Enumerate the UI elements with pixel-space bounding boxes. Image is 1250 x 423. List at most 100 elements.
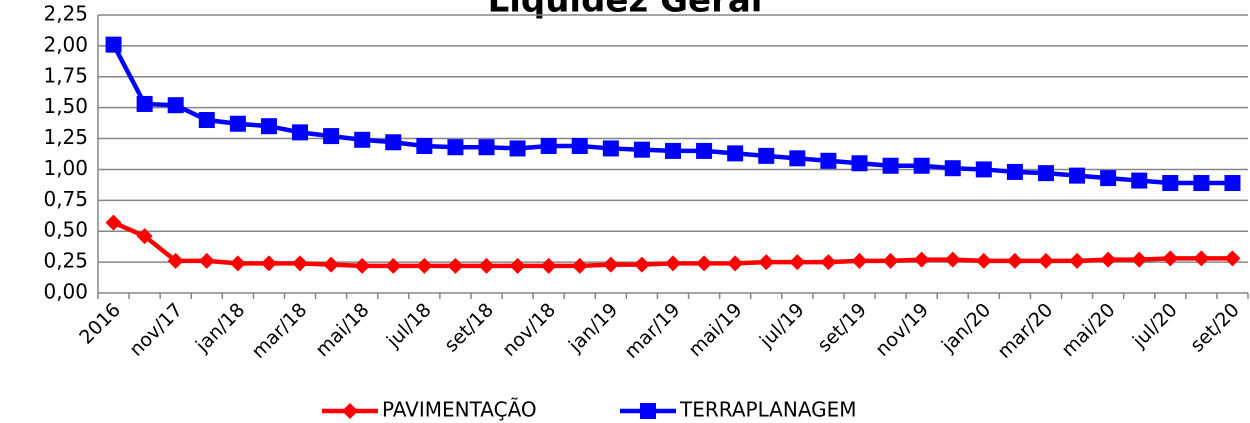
- y-tick-label: 0,50: [43, 218, 88, 242]
- point-marker: [820, 254, 837, 271]
- point-marker: [820, 152, 837, 169]
- point-marker: [882, 252, 899, 269]
- point-marker: [640, 403, 656, 419]
- x-tick-label: jul/20: [1128, 299, 1182, 353]
- x-tick-label: mar/18: [247, 299, 311, 363]
- y-tick-label: 0,75: [43, 187, 88, 211]
- point-marker: [540, 257, 557, 274]
- point-marker: [1069, 167, 1086, 184]
- point-marker: [571, 137, 588, 154]
- point-marker: [136, 228, 153, 245]
- point-marker: [975, 252, 992, 269]
- y-tick-label: 2,25: [43, 2, 88, 26]
- point-marker: [198, 252, 215, 269]
- x-tick-label: set/20: [1186, 299, 1244, 357]
- point-marker: [633, 256, 650, 273]
- y-tick-label: 0,00: [43, 280, 88, 304]
- series-line: [111, 43, 1233, 186]
- point-marker: [342, 403, 358, 419]
- point-marker: [913, 251, 930, 268]
- point-marker: [136, 95, 153, 112]
- point-marker: [727, 255, 744, 272]
- point-marker: [260, 255, 277, 272]
- point-marker: [1069, 252, 1086, 269]
- point-marker: [447, 139, 464, 156]
- x-tick-label: jul/18: [382, 299, 436, 353]
- point-marker: [571, 257, 588, 274]
- x-tick-label: mai/18: [311, 299, 373, 361]
- point-marker: [509, 140, 526, 157]
- y-tick-label: 1,75: [43, 63, 88, 87]
- x-tick-label: 2016: [75, 299, 125, 349]
- x-tick-label: jul/19: [755, 299, 809, 353]
- legend-label: PAVIMENTAÇÃO: [382, 398, 537, 422]
- point-marker: [789, 150, 806, 167]
- point-marker: [602, 140, 619, 157]
- x-tick-label: mai/20: [1057, 299, 1119, 361]
- point-marker: [1100, 251, 1117, 268]
- point-marker: [1193, 175, 1210, 192]
- point-marker: [323, 128, 340, 145]
- x-tick-label: nov/17: [125, 299, 187, 361]
- point-marker: [882, 157, 899, 174]
- point-marker: [789, 254, 806, 271]
- y-tick-label: 0,25: [43, 249, 88, 273]
- x-tick-label: jan/18: [191, 299, 249, 357]
- point-marker: [633, 141, 650, 158]
- y-tick-label: 2,00: [43, 32, 88, 56]
- point-marker: [1131, 251, 1148, 268]
- point-marker: [1100, 170, 1117, 187]
- x-tick-label: mai/19: [684, 299, 746, 361]
- point-marker: [354, 257, 371, 274]
- x-tick-label: nov/19: [871, 299, 933, 361]
- point-marker: [1037, 252, 1054, 269]
- point-marker: [665, 255, 681, 272]
- point-marker: [665, 142, 681, 159]
- point-marker: [1162, 250, 1179, 267]
- legend-label: TERRAPLANAGEM: [679, 398, 857, 422]
- point-marker: [478, 139, 495, 156]
- point-marker: [478, 257, 495, 274]
- x-tick-label: set/19: [813, 299, 871, 357]
- point-marker: [1162, 175, 1179, 192]
- x-tick-label: mar/19: [620, 299, 684, 363]
- x-tick-label: set/18: [440, 299, 498, 357]
- point-marker: [758, 254, 775, 271]
- point-marker: [229, 115, 246, 132]
- point-marker: [385, 257, 402, 274]
- x-tick-label: jan/20: [937, 299, 995, 357]
- chart-title: Liquidez Geral: [488, 0, 763, 21]
- point-marker: [1006, 163, 1023, 180]
- point-marker: [509, 257, 526, 274]
- x-tick-label: nov/18: [498, 299, 560, 361]
- point-marker: [323, 256, 340, 273]
- point-marker: [416, 137, 433, 154]
- x-tick-label: mar/20: [993, 299, 1057, 363]
- y-tick-label: 1,50: [43, 94, 88, 118]
- point-marker: [851, 252, 868, 269]
- point-marker: [198, 112, 215, 129]
- point-marker: [696, 255, 713, 272]
- point-marker: [758, 147, 775, 164]
- point-marker: [105, 214, 122, 231]
- point-marker: [696, 142, 713, 159]
- x-tick-label: jan/19: [564, 299, 622, 357]
- point-marker: [913, 157, 930, 174]
- point-marker: [602, 256, 619, 273]
- point-marker: [229, 255, 246, 272]
- point-marker: [1037, 165, 1054, 182]
- point-marker: [944, 251, 961, 268]
- point-marker: [416, 257, 433, 274]
- point-marker: [1131, 172, 1148, 189]
- point-marker: [1224, 175, 1241, 192]
- point-marker: [167, 252, 184, 269]
- point-marker: [260, 118, 277, 135]
- point-marker: [292, 124, 309, 141]
- y-tick-label: 1,25: [43, 125, 88, 149]
- point-marker: [944, 160, 961, 177]
- point-marker: [727, 145, 744, 162]
- point-marker: [1006, 252, 1023, 269]
- point-marker: [167, 97, 184, 114]
- point-marker: [1193, 250, 1210, 267]
